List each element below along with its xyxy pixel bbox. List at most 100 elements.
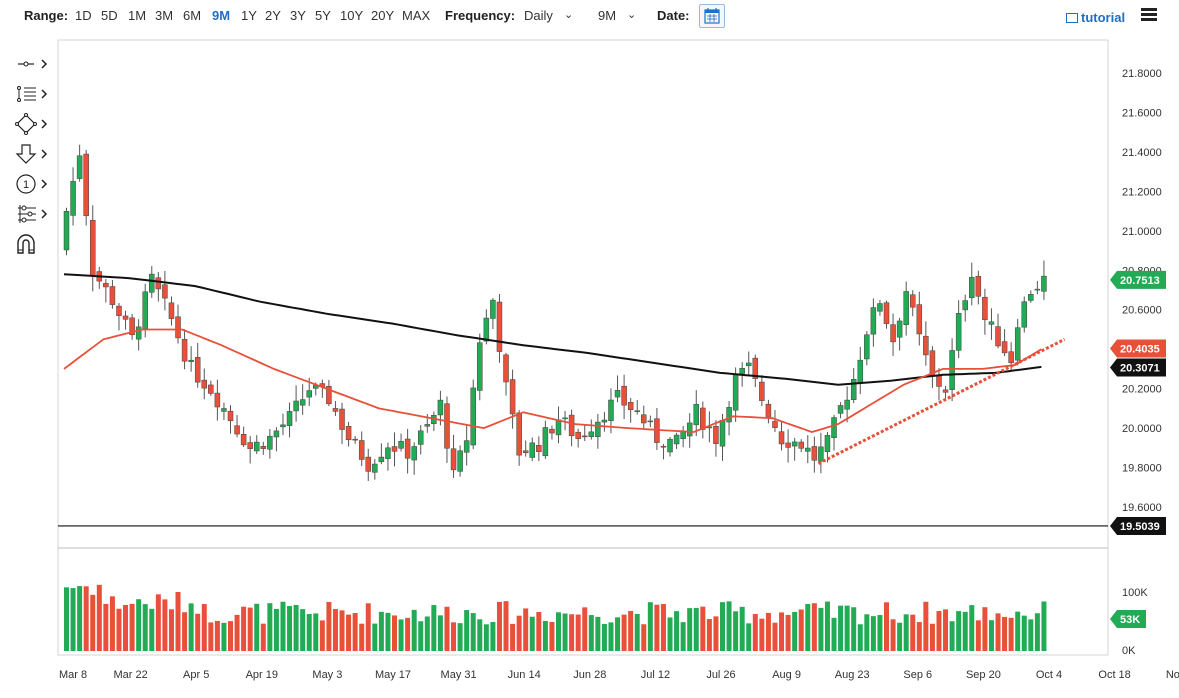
x-tick-label: Jun 28 bbox=[573, 669, 606, 681]
candle-body bbox=[562, 417, 568, 420]
volume-label-tag bbox=[1110, 610, 1146, 628]
range-10y[interactable]: 10Y bbox=[340, 8, 364, 23]
candle-body bbox=[293, 400, 299, 412]
range-20y[interactable]: 20Y bbox=[371, 8, 395, 23]
range-2y[interactable]: 2Y bbox=[265, 8, 281, 23]
range-6m[interactable]: 6M bbox=[183, 8, 202, 23]
candle-body bbox=[988, 321, 995, 325]
candle-body bbox=[909, 294, 916, 308]
volume-bar bbox=[287, 605, 293, 651]
volume-bar bbox=[910, 614, 916, 651]
y-tick-label: 19.8000 bbox=[1122, 463, 1162, 475]
volume-bar bbox=[687, 608, 693, 651]
candle-body bbox=[168, 302, 175, 319]
settings-tool[interactable] bbox=[14, 202, 54, 226]
volume-bar bbox=[720, 602, 725, 651]
candle-body bbox=[470, 387, 476, 446]
volume-bar bbox=[982, 607, 988, 651]
range-max[interactable]: MAX bbox=[402, 8, 431, 23]
volume-bar bbox=[811, 603, 817, 651]
volume-bar bbox=[116, 608, 122, 651]
candle-body bbox=[660, 445, 667, 448]
volume-bar bbox=[300, 609, 306, 651]
volume-bar bbox=[201, 604, 207, 651]
candle-body bbox=[995, 326, 1001, 347]
volume-bar bbox=[588, 615, 594, 651]
x-tick-label: May 31 bbox=[441, 669, 477, 681]
candle-body bbox=[463, 440, 470, 453]
frequency-select[interactable]: Daily bbox=[524, 8, 553, 23]
candle-body bbox=[575, 431, 581, 439]
candle-body bbox=[627, 402, 634, 411]
y-tick-label: 21.8000 bbox=[1122, 68, 1162, 80]
candle-body bbox=[345, 426, 352, 441]
volume-bar bbox=[765, 612, 771, 651]
period-select[interactable]: 9M bbox=[598, 8, 617, 23]
price-label-tag bbox=[1110, 339, 1166, 358]
range-3m[interactable]: 3M bbox=[155, 8, 174, 23]
candle-body bbox=[391, 446, 398, 452]
shape-tool[interactable] bbox=[14, 112, 54, 136]
volume-bar bbox=[346, 614, 352, 651]
candle-body bbox=[778, 431, 785, 445]
calendar-icon[interactable] bbox=[699, 4, 725, 28]
range-5y[interactable]: 5Y bbox=[315, 8, 331, 23]
candle-body bbox=[818, 446, 824, 462]
volume-bar bbox=[483, 624, 489, 651]
range-1d[interactable]: 1D bbox=[75, 8, 92, 23]
volume-bar bbox=[142, 604, 148, 651]
volume-bar bbox=[332, 608, 338, 651]
toolbar: Range: 1D 5D 1M 3M 6M 9M 1Y 2Y 3Y 5Y 10Y… bbox=[0, 0, 1179, 34]
volume-bar bbox=[365, 603, 371, 651]
chevron-down-icon[interactable]: ⌄ bbox=[627, 9, 637, 21]
range-1y[interactable]: 1Y bbox=[241, 8, 257, 23]
candle-body bbox=[306, 390, 312, 398]
range-5d[interactable]: 5D bbox=[101, 8, 118, 23]
candle-body bbox=[739, 368, 745, 374]
volume-bar bbox=[569, 614, 575, 651]
volume-bar bbox=[916, 622, 922, 651]
volume-bar bbox=[785, 614, 791, 651]
x-tick-label: Sep 6 bbox=[903, 669, 932, 681]
annotation-tool[interactable]: 1 bbox=[14, 172, 54, 196]
arrow-tool[interactable] bbox=[14, 142, 54, 166]
candle-body bbox=[267, 435, 273, 450]
tutorial-link[interactable]: tutorial bbox=[1066, 10, 1125, 25]
range-3y[interactable]: 3Y bbox=[290, 8, 306, 23]
hamburger-menu-icon[interactable] bbox=[1141, 8, 1157, 22]
candle-body bbox=[1041, 275, 1047, 292]
volume-bar bbox=[824, 601, 830, 651]
candle-body bbox=[155, 277, 162, 290]
list-tool[interactable] bbox=[14, 82, 54, 106]
candle-body bbox=[745, 362, 752, 367]
volume-bar bbox=[326, 601, 332, 651]
chevron-down-icon[interactable]: ⌄ bbox=[564, 9, 574, 21]
volume-bar bbox=[615, 617, 621, 651]
volume-bar bbox=[1002, 616, 1008, 651]
candle-body bbox=[417, 430, 424, 445]
x-tick-label: Jul 12 bbox=[641, 669, 670, 681]
volume-bar bbox=[1008, 617, 1014, 651]
range-9m[interactable]: 9M bbox=[212, 8, 231, 23]
range-1m[interactable]: 1M bbox=[128, 8, 147, 23]
candle-body bbox=[949, 350, 955, 390]
candle-body bbox=[227, 410, 234, 422]
candle-body bbox=[398, 440, 404, 449]
volume-bar bbox=[392, 615, 397, 651]
candle-body bbox=[234, 425, 240, 435]
volume-bar bbox=[949, 621, 955, 651]
volume-bar bbox=[83, 586, 89, 651]
volume-bar bbox=[608, 622, 614, 651]
x-tick-label: Mar 8 bbox=[59, 669, 87, 681]
crosshair-tool[interactable] bbox=[14, 52, 54, 76]
volume-bar bbox=[805, 603, 811, 651]
volume-bar bbox=[385, 612, 391, 651]
magnet-tool[interactable] bbox=[14, 232, 54, 256]
tutorial-label: tutorial bbox=[1081, 10, 1126, 25]
candle-body bbox=[791, 441, 798, 447]
candle-body bbox=[903, 291, 909, 325]
volume-bar bbox=[306, 613, 312, 651]
volume-bar bbox=[792, 611, 798, 651]
volume-bar bbox=[372, 623, 378, 651]
